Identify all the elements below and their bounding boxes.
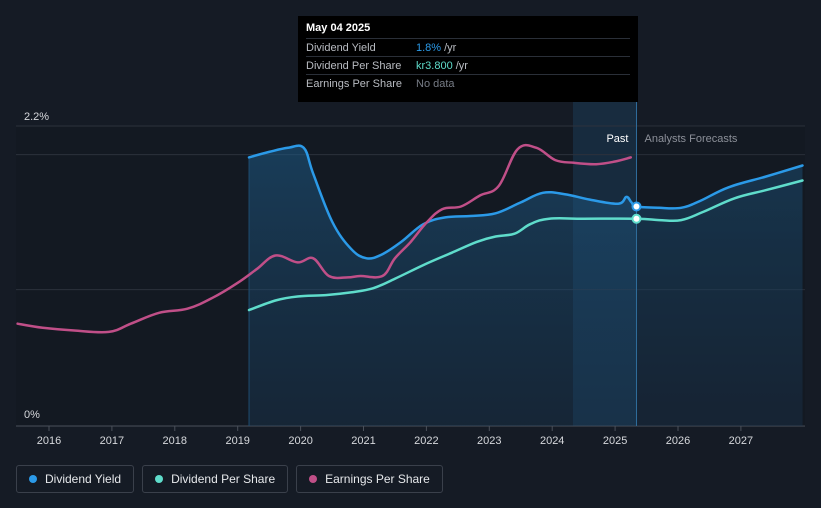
legend-item-earnings-per-share[interactable]: Earnings Per Share xyxy=(296,465,443,493)
x-tick-label: 2020 xyxy=(288,435,312,447)
tooltip-label: Dividend Per Share xyxy=(306,59,402,72)
legend-dot-icon xyxy=(309,475,318,483)
legend-dot-icon xyxy=(29,475,37,483)
x-tick-label: 2023 xyxy=(477,435,501,447)
tooltip-row-dividend-per-share: Dividend Per Share kr3.800 /yr xyxy=(306,56,630,74)
x-tick-label: 2022 xyxy=(414,435,438,447)
forecast-region-label: Analysts Forecasts xyxy=(644,133,737,145)
x-tick-label: 2019 xyxy=(225,435,249,447)
tooltip-row-dividend-yield: Dividend Yield 1.8% /yr xyxy=(306,38,630,56)
marker-point xyxy=(631,213,642,224)
data-tooltip: May 04 2025 Dividend Yield 1.8% /yr Divi… xyxy=(298,16,638,102)
tooltip-value: No data xyxy=(416,77,455,90)
tooltip-label: Earnings Per Share xyxy=(306,77,402,90)
y-tick-label: 2.2% xyxy=(24,111,49,123)
tooltip-unit: /yr xyxy=(444,41,457,54)
dividend-per-share-line xyxy=(247,179,804,312)
x-tick-label: 2024 xyxy=(540,435,564,447)
x-tick-label: 2018 xyxy=(163,435,187,447)
x-tick-label: 2027 xyxy=(729,435,753,447)
dividend-yield-line xyxy=(247,144,804,260)
dividend-yield-area xyxy=(249,145,803,426)
x-tick-label: 2021 xyxy=(351,435,375,447)
tooltip-value: 1.8% xyxy=(416,41,442,54)
legend-label: Dividend Per Share xyxy=(171,472,276,486)
marker-point xyxy=(631,201,642,212)
legend-label: Dividend Yield xyxy=(45,472,122,486)
earnings-per-share-line xyxy=(16,143,633,334)
x-tick-label: 2026 xyxy=(666,435,690,447)
x-tick-label: 2025 xyxy=(603,435,627,447)
tooltip-label: Dividend Yield xyxy=(306,41,376,54)
tooltip-date: May 04 2025 xyxy=(306,22,371,34)
tooltip-unit: /yr xyxy=(455,59,468,72)
legend-dot-icon xyxy=(155,475,164,483)
legend-item-dividend-per-share[interactable]: Dividend Per Share xyxy=(142,465,289,493)
tooltip-row-earnings-per-share: Earnings Per Share No data xyxy=(306,74,630,92)
tooltip-value: kr3.800 xyxy=(416,59,453,72)
forecast-region-shade xyxy=(636,126,805,426)
x-tick-label: 2016 xyxy=(37,435,61,447)
x-tick-label: 2017 xyxy=(100,435,124,447)
chart-legend: Dividend Yield Dividend Per Share Earnin… xyxy=(16,465,443,493)
past-region-label: Past xyxy=(606,133,628,145)
legend-item-dividend-yield[interactable]: Dividend Yield xyxy=(16,465,135,493)
y-tick-label: 0% xyxy=(24,409,40,421)
legend-label: Earnings Per Share xyxy=(325,472,430,486)
